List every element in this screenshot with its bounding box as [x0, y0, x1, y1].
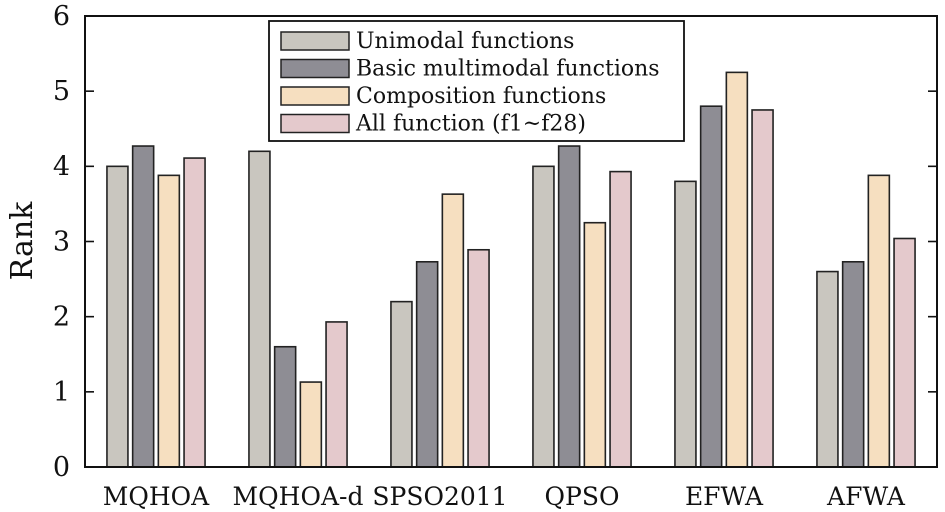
bar-mqhoa-d-series-3 [299, 381, 323, 468]
y-tick-label: 4 [53, 151, 70, 182]
bar-afwa-series-1 [816, 270, 839, 468]
bar-qpso-series-4 [609, 170, 632, 468]
bar-afwa-series-2 [841, 260, 865, 468]
bar-mqhoa-d-series-4 [325, 321, 348, 468]
bar-mqhoa-series-3 [157, 174, 181, 468]
bar-spso2011-series-1 [390, 300, 413, 468]
y-axis-title: Rank [5, 201, 40, 280]
bar-mqhoa-series-1 [106, 165, 129, 468]
bar-spso2011-series-3 [441, 193, 465, 468]
legend-swatch [280, 58, 350, 79]
legend-label: Composition functions [356, 84, 606, 109]
ticks-group: 0 1 2 3 4 5 6 [53, 1, 937, 483]
x-tick-label: SPSO2011 [372, 482, 507, 511]
legend-swatch [280, 113, 350, 134]
bar-efwa-series-1 [674, 180, 697, 468]
legend-label: Basic multimodal functions [356, 57, 660, 82]
bar-spso2011-series-2 [415, 260, 439, 468]
y-tick-label: 2 [53, 302, 70, 333]
bar-afwa-series-3 [867, 174, 891, 468]
bar-spso2011-series-4 [467, 248, 490, 468]
legend-label: Unimodal functions [356, 29, 574, 54]
bar-mqhoa-d-series-1 [248, 150, 271, 468]
bar-mqhoa-series-4 [183, 157, 206, 468]
bar-efwa-series-2 [699, 105, 723, 468]
y-tick-label: 6 [53, 1, 70, 32]
x-tick-label: EFWA [685, 482, 764, 511]
legend: Unimodal functions Basic multimodal funct… [268, 20, 685, 142]
y-tick-label: 5 [53, 76, 70, 107]
x-tick-label: QPSO [545, 482, 620, 511]
x-tick-label: AFWA [826, 482, 906, 511]
x-tick-label: MQHOA-d [233, 482, 364, 511]
bar-afwa-series-4 [893, 237, 916, 468]
y-tick-label: 0 [53, 452, 70, 483]
bar-mqhoa-series-2 [131, 145, 155, 468]
legend-label: All function (f1~f28) [355, 112, 586, 137]
bar-qpso-series-2 [557, 145, 581, 468]
legend-swatch [280, 31, 350, 51]
bar-efwa-series-4 [751, 109, 774, 468]
bars-group: MQHOA MQHOA-d SPSO2011 QPSO EFWA AFWA [103, 71, 916, 511]
bar-qpso-series-3 [583, 221, 607, 468]
y-tick-label: 3 [53, 227, 70, 258]
legend-swatch [280, 86, 350, 106]
bar-qpso-series-1 [532, 165, 555, 468]
y-tick-label: 1 [53, 377, 70, 408]
bar-efwa-series-3 [725, 71, 749, 468]
x-tick-label: MQHOA [103, 482, 210, 511]
bar-mqhoa-d-series-2 [273, 345, 297, 468]
